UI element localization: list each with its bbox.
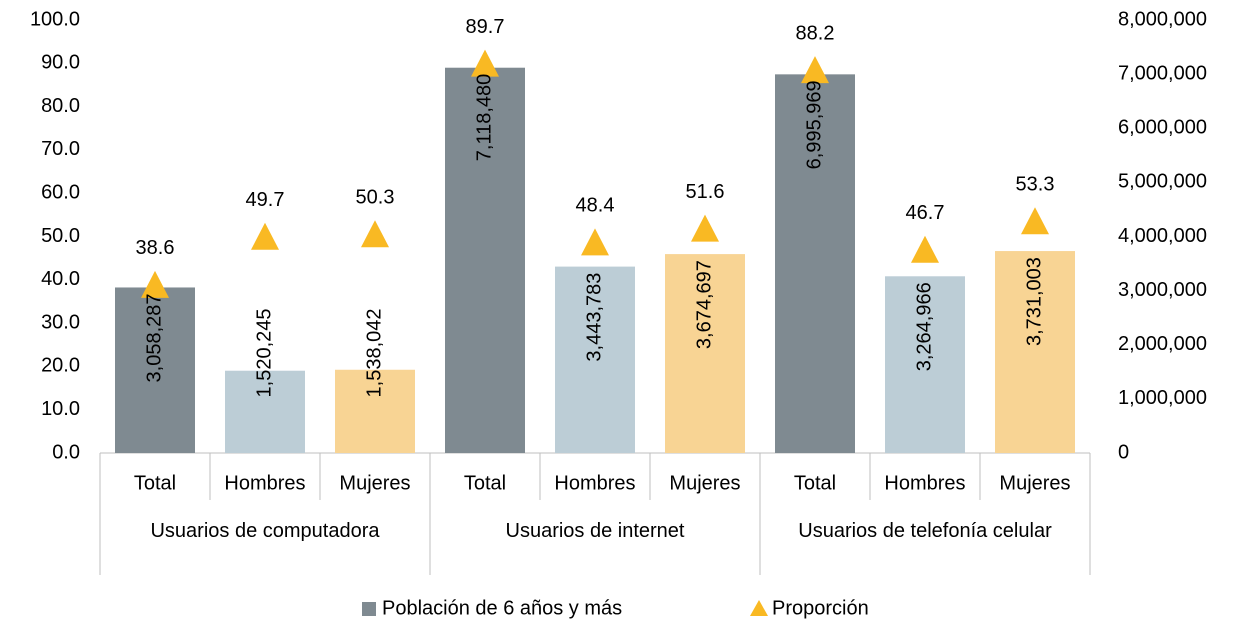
x-tick-label: Mujeres: [339, 472, 410, 494]
bar-value-label: 3,443,783: [583, 273, 605, 362]
bar: [115, 287, 195, 453]
bar-value-label: 1,538,042: [363, 309, 385, 398]
triangle-marker: [471, 49, 499, 77]
x-tick-label: Mujeres: [999, 472, 1070, 494]
group-label: Usuarios de telefonía celular: [798, 520, 1052, 542]
point-value-label: 89.7: [466, 16, 505, 38]
triangle-marker: [581, 228, 609, 256]
y-tick-label: 60.0: [41, 181, 80, 203]
x-tick-label: Total: [464, 472, 506, 494]
triangle-marker: [911, 235, 939, 263]
legend-swatch: [750, 600, 768, 616]
bar: [335, 369, 415, 453]
y-tick-label: 80.0: [41, 95, 80, 117]
bar: [775, 74, 855, 454]
bar: [885, 276, 965, 453]
point-value-label: 51.6: [686, 181, 725, 203]
triangle-marker: [141, 270, 169, 298]
bar-value-label: 1,520,245: [253, 309, 275, 398]
legend-label: Proporción: [772, 597, 869, 619]
point-value-label: 49.7: [246, 189, 285, 211]
y2-tick-label: 5,000,000: [1118, 171, 1207, 193]
x-tick-label: Mujeres: [669, 472, 740, 494]
bar: [225, 370, 305, 453]
group-label: Usuarios de internet: [505, 520, 685, 542]
legend-label: Población de 6 años y más: [382, 597, 622, 619]
triangle-marker: [691, 214, 719, 242]
point-value-label: 88.2: [796, 22, 835, 44]
bar: [995, 251, 1075, 453]
y-tick-label: 50.0: [41, 225, 80, 247]
triangle-marker: [361, 220, 389, 248]
bar-value-label: 3,058,287: [143, 293, 165, 382]
bar: [445, 67, 525, 453]
y2-tick-label: 7,000,000: [1118, 62, 1207, 84]
point-value-label: 38.6: [136, 237, 175, 259]
y2-tick-label: 1,000,000: [1118, 387, 1207, 409]
bar-value-label: 7,118,480: [473, 74, 495, 162]
point-value-label: 50.3: [356, 186, 395, 208]
legend-swatch: [362, 602, 376, 616]
bar: [555, 266, 635, 453]
y-tick-label: 30.0: [41, 311, 80, 333]
y2-tick-label: 3,000,000: [1118, 279, 1207, 301]
group-label: Usuarios de computadora: [150, 520, 380, 542]
y2-tick-label: 0: [1118, 441, 1129, 463]
y-tick-label: 10.0: [41, 398, 80, 420]
x-tick-label: Total: [134, 472, 176, 494]
x-tick-label: Hombres: [224, 472, 305, 494]
y-tick-label: 0.0: [52, 441, 80, 463]
triangle-marker: [1021, 207, 1049, 235]
x-tick-label: Hombres: [554, 472, 635, 494]
triangle-marker: [801, 56, 829, 84]
y2-tick-label: 2,000,000: [1118, 333, 1207, 355]
y2-tick-label: 6,000,000: [1118, 117, 1207, 139]
x-tick-label: Total: [794, 472, 836, 494]
y-tick-label: 100.0: [30, 8, 80, 30]
bar-value-label: 3,264,966: [913, 282, 935, 371]
y2-tick-label: 4,000,000: [1118, 225, 1207, 247]
bar-value-label: 3,674,697: [693, 260, 715, 349]
bar-value-label: 6,995,969: [803, 80, 825, 169]
point-value-label: 48.4: [576, 195, 615, 217]
point-value-label: 46.7: [906, 202, 945, 224]
y2-tick-label: 8,000,000: [1118, 8, 1207, 30]
point-value-label: 53.3: [1016, 173, 1055, 195]
y-tick-label: 70.0: [41, 138, 80, 160]
bar: [665, 254, 745, 453]
bar-value-label: 3,731,003: [1023, 257, 1045, 346]
y-tick-label: 40.0: [41, 268, 80, 290]
y-tick-label: 20.0: [41, 355, 80, 377]
triangle-marker: [251, 222, 279, 250]
x-tick-label: Hombres: [884, 472, 965, 494]
y-tick-label: 90.0: [41, 52, 80, 74]
